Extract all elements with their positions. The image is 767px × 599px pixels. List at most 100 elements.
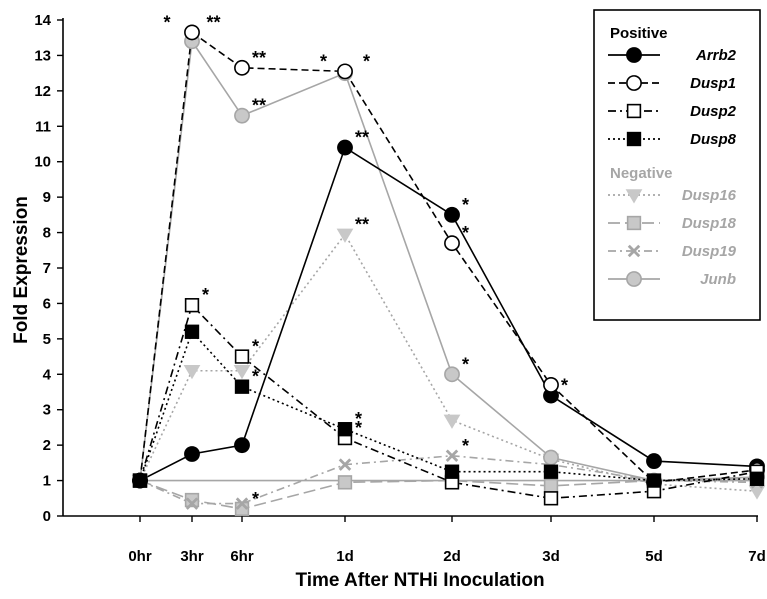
data-point-dusp1 (444, 235, 460, 252)
x-tick-label: 3hr (180, 548, 204, 565)
series-line-dusp8 (139, 330, 758, 482)
x-stroke (338, 458, 352, 471)
y-tick-label: 6 (43, 295, 51, 312)
legend-label-arrb2: Arrb2 (695, 47, 737, 64)
y-axis-title: Fold Expression (11, 196, 32, 344)
y-tick-label: 0 (43, 508, 51, 525)
x-stroke (445, 449, 459, 463)
significance-label-dusp1: * * (320, 51, 370, 71)
data-point-dusp19 (185, 497, 199, 510)
legend-marker-dusp1 (626, 75, 642, 91)
series-line-dusp2 (139, 303, 758, 500)
significance-label-dusp1: ** (252, 48, 266, 68)
y-tick-label: 3 (43, 402, 51, 419)
data-point-dusp8 (234, 379, 250, 394)
legend-item-junb: Junb (608, 271, 736, 288)
x-stroke (185, 497, 199, 510)
y-tick-label: 1 (43, 473, 51, 490)
y-tick-label: 5 (43, 331, 51, 348)
y-tick-label: 12 (34, 83, 51, 100)
legend-marker-dusp8 (626, 131, 642, 147)
legend-box (593, 9, 761, 321)
significance-label-dusp1: * (462, 223, 469, 243)
legend-item-dusp2: Dusp2 (608, 103, 737, 120)
data-point-dusp18 (543, 478, 559, 494)
series-lines (139, 30, 758, 510)
significance-label-arrb2: ** (355, 128, 369, 148)
significance-label-dusp2: * (252, 337, 259, 357)
data-point-dusp19 (338, 458, 352, 471)
legend-label-dusp1: Dusp1 (690, 75, 736, 92)
x-tick-label: 1d (336, 548, 354, 565)
data-point-dusp8 (543, 464, 559, 479)
data-point-arrb2 (444, 206, 460, 223)
x-stroke (627, 244, 641, 258)
y-tick-label: 2 (43, 437, 51, 454)
data-point-junb (543, 449, 559, 466)
significance-label-junb: * (462, 354, 469, 374)
data-point-dusp1 (543, 376, 559, 393)
data-point-dusp1 (184, 24, 200, 41)
significance-label-dusp16: ** (355, 214, 369, 234)
x-stroke (235, 497, 249, 510)
data-point-junb (444, 366, 460, 383)
legend-marker-dusp2 (626, 103, 642, 119)
significance-labels: ***** **** * ************** (163, 12, 568, 509)
legend-marker-junb (626, 271, 642, 287)
significance-label-dusp18: * (252, 489, 259, 509)
data-point-dusp16 (748, 485, 766, 500)
series-line-junb (139, 39, 758, 482)
legend-item-dusp1: Dusp1 (608, 75, 736, 92)
significance-label-arrb2: * (462, 195, 469, 215)
x-tick-label: 7d (748, 548, 766, 565)
data-point-dusp19 (445, 449, 459, 463)
data-point-dusp18 (184, 492, 200, 508)
x-tick-label: 3d (542, 548, 560, 565)
significance-label-junb: ** (252, 96, 266, 116)
legend-label-junb: Junb (700, 271, 736, 288)
series-line-dusp18 (139, 478, 758, 510)
x-tick-label: 0hr (128, 548, 152, 565)
legend-item-dusp18: Dusp18 (608, 215, 737, 232)
y-tick-label: 9 (43, 189, 51, 206)
data-point-arrb2 (337, 139, 353, 156)
data-point-dusp2 (543, 491, 559, 506)
legend-label-dusp19: Dusp19 (682, 243, 737, 260)
data-point-dusp16 (443, 414, 461, 429)
data-point-arrb2 (646, 453, 662, 470)
legend-marker-dusp16 (625, 189, 643, 204)
legend-label-dusp2: Dusp2 (690, 103, 737, 120)
legend-group-title: Positive (610, 25, 668, 42)
data-point-junb (234, 107, 250, 124)
significance-label-dusp8: * (252, 367, 259, 387)
data-point-dusp2 (234, 349, 250, 364)
x-tick-label: 5d (645, 548, 663, 565)
data-point-dusp2 (184, 298, 200, 313)
x-axis-title: Time After NTHi Inoculation (295, 570, 544, 591)
data-point-dusp16 (183, 364, 201, 380)
y-tick-label: 7 (43, 260, 51, 277)
significance-label-dusp1: * ** (163, 12, 220, 32)
legend-item-dusp16: Dusp16 (608, 187, 737, 204)
significance-label-dusp19: * (462, 436, 469, 456)
data-point-dusp18 (337, 475, 353, 490)
y-tick-label: 8 (43, 225, 51, 242)
legend-item-dusp19: Dusp19 (608, 243, 737, 260)
data-point-dusp1 (234, 59, 250, 76)
data-point-dusp8 (749, 471, 765, 486)
significance-label-dusp2: * (355, 418, 362, 438)
data-point-dusp8 (444, 464, 460, 479)
data-point-dusp8 (132, 473, 148, 488)
significance-label-dusp2: * (202, 285, 209, 305)
significance-label-dusp8: * (355, 409, 362, 429)
data-point-dusp8 (337, 422, 353, 437)
legend-label-dusp16: Dusp16 (682, 187, 737, 204)
significance-label-arrb2: * (561, 376, 568, 396)
legend-label-dusp18: Dusp18 (682, 215, 737, 232)
data-point-dusp16 (336, 228, 354, 243)
series-line-dusp16 (139, 232, 758, 492)
legend-marker-dusp19 (627, 244, 641, 258)
y-tick-label: 13 (34, 47, 51, 64)
